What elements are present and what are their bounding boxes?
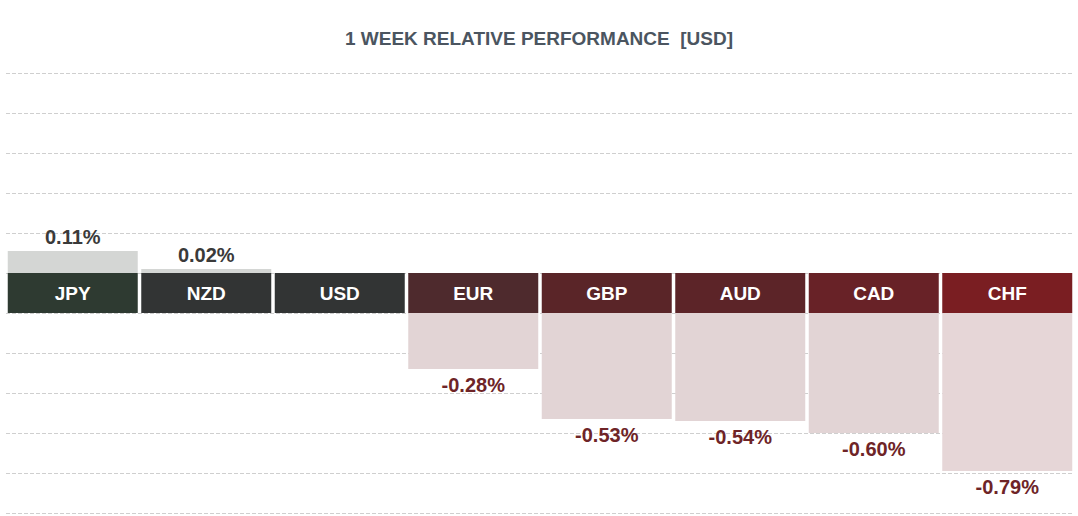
svg-text:-0.53%: -0.53% bbox=[575, 424, 639, 446]
svg-text:CHF: CHF bbox=[988, 283, 1027, 304]
svg-text:-0.28%: -0.28% bbox=[442, 374, 506, 396]
svg-text:1 WEEK RELATIVE PERFORMANCE [: 1 WEEK RELATIVE PERFORMANCE [USD] bbox=[345, 28, 733, 49]
svg-text:JPY: JPY bbox=[55, 283, 91, 304]
svg-text:0.11%: 0.11% bbox=[45, 226, 101, 248]
svg-text:-0.79%: -0.79% bbox=[976, 476, 1040, 498]
svg-text:GBP: GBP bbox=[586, 283, 628, 304]
svg-text:-0.60%: -0.60% bbox=[842, 438, 906, 460]
svg-text:AUD: AUD bbox=[720, 283, 761, 304]
svg-text:0.02%: 0.02% bbox=[178, 244, 235, 266]
svg-text:CAD: CAD bbox=[853, 283, 894, 304]
svg-text:-0.54%: -0.54% bbox=[709, 426, 773, 448]
svg-text:EUR: EUR bbox=[453, 283, 493, 304]
svg-text:USD: USD bbox=[320, 283, 360, 304]
svg-text:NZD: NZD bbox=[187, 283, 226, 304]
